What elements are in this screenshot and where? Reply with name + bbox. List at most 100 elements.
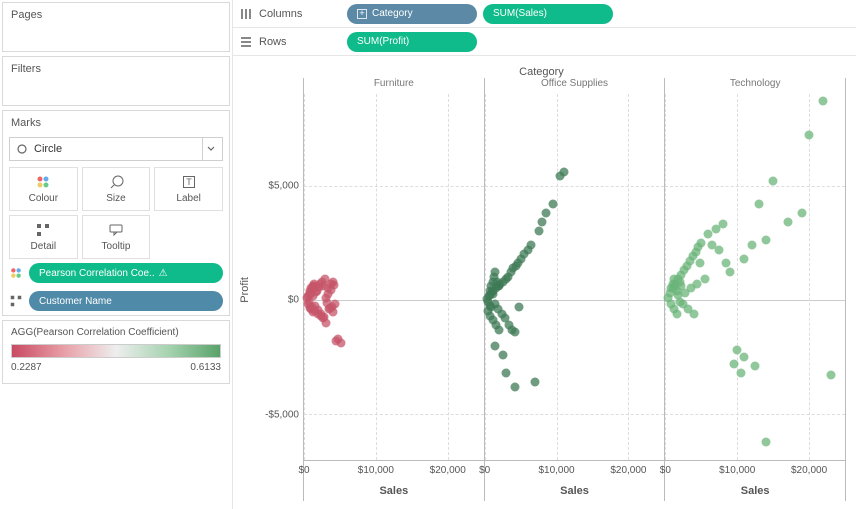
data-point[interactable] bbox=[672, 309, 681, 318]
data-point[interactable] bbox=[700, 275, 709, 284]
data-point[interactable] bbox=[510, 327, 519, 336]
data-point[interactable] bbox=[541, 208, 550, 217]
data-point[interactable] bbox=[495, 325, 504, 334]
data-point[interactable] bbox=[328, 308, 337, 317]
filters-title: Filters bbox=[3, 57, 229, 81]
data-point[interactable] bbox=[690, 309, 699, 318]
rows-shelf[interactable]: Rows SUM(Profit) bbox=[233, 28, 856, 56]
legend-gradient[interactable] bbox=[11, 344, 221, 358]
data-point[interactable] bbox=[736, 369, 745, 378]
columns-pill-sales[interactable]: SUM(Sales) bbox=[483, 4, 613, 24]
data-point[interactable] bbox=[761, 437, 770, 446]
data-point[interactable] bbox=[722, 259, 731, 268]
colour-shelf-pill-row: Pearson Correlation Coe.. ⚠ bbox=[3, 259, 229, 287]
detail-pill[interactable]: Customer Name bbox=[29, 291, 223, 311]
chevron-down-icon bbox=[202, 138, 218, 160]
data-point[interactable] bbox=[491, 268, 500, 277]
plot-area[interactable] bbox=[665, 94, 845, 461]
data-point[interactable] bbox=[718, 220, 727, 229]
data-point[interactable] bbox=[494, 282, 503, 291]
data-point[interactable] bbox=[538, 218, 547, 227]
x-tick: $20,000 bbox=[610, 465, 646, 476]
data-point[interactable] bbox=[330, 281, 339, 290]
data-point[interactable] bbox=[740, 254, 749, 263]
data-point[interactable] bbox=[498, 350, 507, 359]
data-point[interactable] bbox=[337, 339, 346, 348]
data-point[interactable] bbox=[726, 268, 735, 277]
data-point[interactable] bbox=[751, 362, 760, 371]
data-point[interactable] bbox=[695, 259, 704, 268]
data-point[interactable] bbox=[819, 96, 828, 105]
x-axis: $0$10,000$20,000Sales bbox=[304, 461, 484, 501]
data-point[interactable] bbox=[826, 371, 835, 380]
data-point[interactable] bbox=[534, 227, 543, 236]
data-point[interactable] bbox=[674, 291, 683, 300]
data-point[interactable] bbox=[515, 302, 524, 311]
data-point[interactable] bbox=[797, 208, 806, 217]
rows-icon bbox=[239, 35, 253, 49]
data-point[interactable] bbox=[697, 238, 706, 247]
x-tick: $0 bbox=[298, 465, 309, 476]
circle-icon bbox=[16, 143, 28, 155]
data-point[interactable] bbox=[715, 245, 724, 254]
columns-shelf[interactable]: Columns + Category SUM(Sales) bbox=[233, 0, 856, 28]
columns-icon bbox=[239, 7, 253, 21]
data-point[interactable] bbox=[769, 176, 778, 185]
data-point[interactable] bbox=[530, 378, 539, 387]
data-point[interactable] bbox=[510, 382, 519, 391]
data-point[interactable] bbox=[729, 359, 738, 368]
label-button[interactable]: T Label bbox=[154, 167, 223, 211]
label-icon: T bbox=[181, 174, 197, 190]
tooltip-button[interactable]: Tooltip bbox=[82, 215, 151, 259]
facet-header: Technology bbox=[665, 78, 845, 94]
data-point[interactable] bbox=[309, 308, 318, 317]
warning-icon: ⚠ bbox=[159, 268, 168, 279]
x-tick: $20,000 bbox=[791, 465, 827, 476]
data-point[interactable] bbox=[761, 236, 770, 245]
rows-pill-profit[interactable]: SUM(Profit) bbox=[347, 32, 477, 52]
detail-shelf-pill-row: Customer Name bbox=[3, 287, 229, 315]
data-point[interactable] bbox=[740, 353, 749, 362]
data-point[interactable] bbox=[559, 167, 568, 176]
rows-label: Rows bbox=[259, 36, 287, 48]
data-point[interactable] bbox=[318, 282, 327, 291]
colour-button[interactable]: Colour bbox=[9, 167, 78, 211]
chart-header-title: Category bbox=[237, 66, 846, 78]
columns-pill-category[interactable]: + Category bbox=[347, 4, 477, 24]
data-point[interactable] bbox=[317, 309, 326, 318]
plot-area[interactable] bbox=[485, 94, 665, 461]
x-tick: $0 bbox=[660, 465, 671, 476]
data-point[interactable] bbox=[527, 240, 536, 249]
columns-label: Columns bbox=[259, 8, 302, 20]
plot-area[interactable] bbox=[304, 94, 484, 461]
facet-furniture: Furniture$0$10,000$20,000Sales bbox=[303, 78, 484, 501]
data-point[interactable] bbox=[747, 240, 756, 249]
data-point[interactable] bbox=[754, 199, 763, 208]
data-point[interactable] bbox=[783, 218, 792, 227]
legend-title: AGG(Pearson Correlation Coefficient) bbox=[11, 327, 221, 338]
mark-type-dropdown[interactable]: Circle bbox=[9, 137, 223, 161]
x-axis-label: Sales bbox=[485, 485, 665, 497]
data-point[interactable] bbox=[805, 131, 814, 140]
legend-max: 0.6133 bbox=[190, 362, 221, 373]
detail-button[interactable]: Detail bbox=[9, 215, 78, 259]
size-icon bbox=[108, 174, 124, 190]
x-tick: $10,000 bbox=[538, 465, 574, 476]
x-tick: $20,000 bbox=[430, 465, 466, 476]
colour-pill[interactable]: Pearson Correlation Coe.. ⚠ bbox=[29, 263, 223, 283]
data-point[interactable] bbox=[548, 199, 557, 208]
y-axis-label: Profit bbox=[237, 277, 253, 303]
x-axis-label: Sales bbox=[304, 485, 484, 497]
size-button[interactable]: Size bbox=[82, 167, 151, 211]
data-point[interactable] bbox=[677, 282, 686, 291]
viz-area[interactable]: Category Profit $5,000$0-$5,000 Furnitur… bbox=[233, 56, 856, 509]
y-tick: -$5,000 bbox=[265, 410, 299, 421]
x-tick: $0 bbox=[479, 465, 490, 476]
data-point[interactable] bbox=[491, 341, 500, 350]
data-point[interactable] bbox=[307, 285, 316, 294]
color-legend-panel: AGG(Pearson Correlation Coefficient) 0.2… bbox=[2, 320, 230, 384]
colour-icon bbox=[35, 174, 51, 190]
facet-office-supplies: Office Supplies$0$10,000$20,000Sales bbox=[484, 78, 665, 501]
expand-icon: + bbox=[357, 9, 367, 19]
data-point[interactable] bbox=[502, 369, 511, 378]
